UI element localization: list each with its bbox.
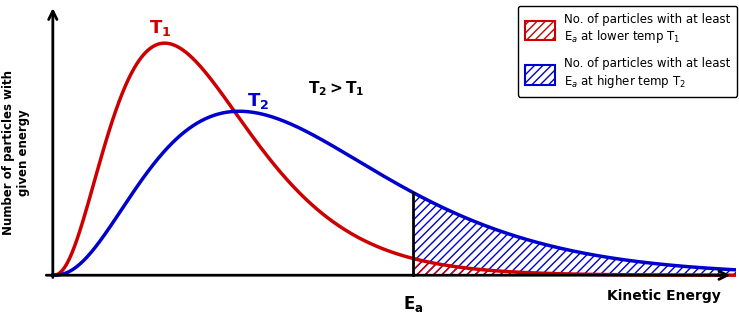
Text: $\mathbf{T_2 > T_1}$: $\mathbf{T_2 > T_1}$ — [307, 80, 364, 98]
Legend: No. of particles with at least
E$_a$ at lower temp T$_1$, No. of particles with : No. of particles with at least E$_a$ at … — [518, 6, 738, 97]
Text: $\mathbf{E_a}$: $\mathbf{E_a}$ — [403, 294, 423, 314]
Text: Number of particles with
given energy: Number of particles with given energy — [1, 70, 30, 235]
Text: $\mathbf{T_2}$: $\mathbf{T_2}$ — [247, 91, 269, 111]
Text: Kinetic Energy: Kinetic Energy — [607, 289, 721, 303]
Text: $\mathbf{T_1}$: $\mathbf{T_1}$ — [149, 18, 171, 38]
